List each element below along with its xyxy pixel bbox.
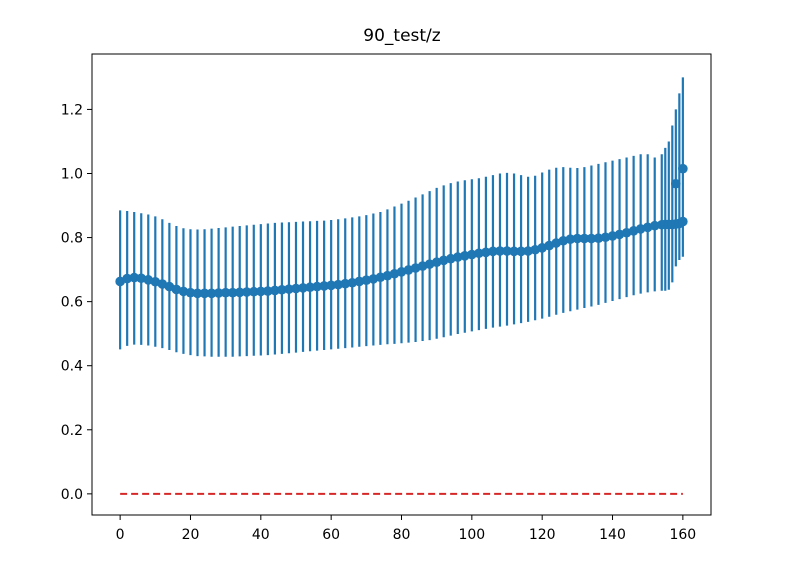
x-tick-label: 40	[252, 527, 270, 543]
mean-point	[270, 285, 280, 296]
x-tick-label: 20	[182, 527, 200, 543]
mean-point	[220, 287, 231, 298]
mean-point	[298, 283, 308, 293]
mean-point	[192, 288, 203, 299]
mean-point	[256, 286, 266, 297]
mean-point	[649, 220, 660, 231]
x-tick-label: 100	[458, 527, 485, 543]
mean-point	[263, 286, 273, 296]
mean-point	[495, 246, 505, 256]
mean-point	[227, 287, 238, 298]
mean-point	[277, 284, 287, 295]
mean-point	[129, 272, 140, 283]
mean-point	[199, 288, 210, 299]
mean-point	[291, 283, 301, 294]
mean-point	[565, 234, 576, 244]
mean-point	[241, 287, 252, 297]
mean-point	[481, 247, 491, 258]
x-tick-label: 160	[669, 527, 696, 543]
y-axis: 0.0 0.2 0.4 0.6 0.8 1.0 1.2	[61, 102, 92, 503]
y-tick-label: 0.6	[61, 295, 83, 311]
x-tick-label: 80	[393, 527, 411, 543]
x-tick-label: 120	[529, 527, 556, 543]
chart-title: 90_test/z	[363, 26, 441, 46]
mean-point	[319, 281, 329, 291]
mean-point	[326, 280, 336, 291]
mean-point	[474, 248, 484, 259]
mean-point	[122, 273, 132, 284]
mean-point	[333, 279, 343, 290]
y-tick-label: 0.0	[61, 487, 83, 503]
mean-point	[678, 216, 688, 227]
y-tick-label: 0.4	[61, 359, 83, 375]
mean-point	[206, 288, 217, 299]
mean-point	[678, 163, 688, 174]
errorbar-group	[119, 77, 684, 357]
mean-point	[248, 286, 259, 297]
x-tick-label: 0	[116, 527, 125, 543]
mean-point	[671, 178, 681, 189]
y-tick-label: 1.2	[61, 102, 83, 118]
x-axis: 0 20 40 60 80 100 120 140 160	[116, 515, 696, 543]
y-tick-label: 1.0	[61, 166, 83, 182]
mean-point	[284, 284, 294, 294]
mean-point	[593, 233, 604, 244]
y-tick-label: 0.2	[61, 423, 83, 439]
mean-point	[502, 246, 512, 256]
mean-point	[516, 246, 526, 257]
x-tick-label: 140	[599, 527, 626, 543]
mean-point	[312, 281, 322, 292]
x-tick-label: 60	[322, 527, 340, 543]
mean-point	[340, 278, 351, 289]
mean-point	[213, 288, 224, 298]
marker-group	[115, 163, 688, 299]
mean-point	[305, 282, 315, 293]
y-tick-label: 0.8	[61, 231, 83, 247]
mean-point	[572, 233, 583, 244]
mean-point	[509, 246, 519, 257]
mean-point	[579, 233, 590, 244]
mean-point	[586, 233, 597, 244]
mean-point	[488, 246, 498, 257]
mean-point	[234, 287, 245, 298]
mean-point	[185, 287, 196, 298]
